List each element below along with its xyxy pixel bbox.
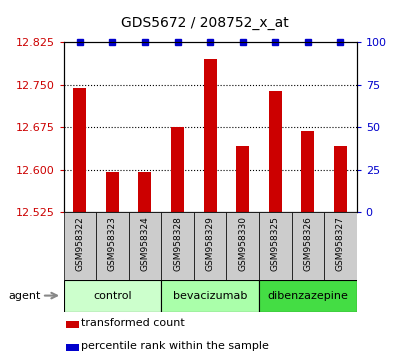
- Bar: [73, 88, 86, 212]
- Text: transformed count: transformed count: [81, 318, 184, 329]
- Bar: [268, 91, 281, 212]
- Text: GSM958330: GSM958330: [238, 216, 247, 271]
- Bar: [193, 212, 226, 280]
- Bar: [171, 127, 184, 212]
- Text: GSM958322: GSM958322: [75, 216, 84, 270]
- Bar: [161, 212, 193, 280]
- Text: GSM958323: GSM958323: [108, 216, 117, 271]
- Bar: [324, 212, 356, 280]
- Text: GDS5672 / 208752_x_at: GDS5672 / 208752_x_at: [121, 16, 288, 30]
- Text: agent: agent: [8, 291, 40, 301]
- Text: GSM958325: GSM958325: [270, 216, 279, 271]
- Bar: [128, 212, 161, 280]
- Bar: [258, 212, 291, 280]
- Text: bevacizumab: bevacizumab: [173, 291, 247, 301]
- Bar: [333, 145, 346, 212]
- Bar: [291, 212, 324, 280]
- Bar: [138, 172, 151, 212]
- Text: percentile rank within the sample: percentile rank within the sample: [81, 341, 268, 352]
- Bar: [66, 344, 79, 350]
- Bar: [301, 131, 314, 212]
- Text: GSM958327: GSM958327: [335, 216, 344, 271]
- Bar: [96, 212, 128, 280]
- Text: GSM958329: GSM958329: [205, 216, 214, 271]
- Bar: [106, 172, 119, 212]
- Text: GSM958328: GSM958328: [173, 216, 182, 271]
- Bar: [236, 145, 249, 212]
- Bar: [226, 212, 258, 280]
- Text: dibenzazepine: dibenzazepine: [267, 291, 347, 301]
- Bar: [66, 321, 79, 328]
- Bar: [258, 280, 356, 312]
- Bar: [203, 59, 216, 212]
- Text: GSM958324: GSM958324: [140, 216, 149, 270]
- Text: GSM958326: GSM958326: [303, 216, 312, 271]
- Bar: [63, 212, 96, 280]
- Bar: [161, 280, 258, 312]
- Text: control: control: [93, 291, 131, 301]
- Bar: [63, 280, 161, 312]
